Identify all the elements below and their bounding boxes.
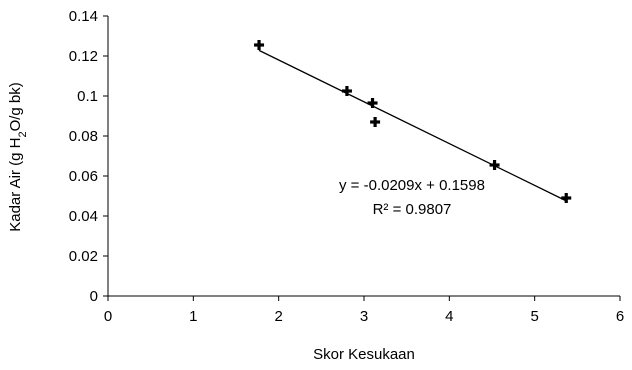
- x-tick-label: 2: [274, 308, 282, 325]
- y-tick-label: 0.1: [77, 88, 98, 105]
- data-point: [254, 40, 264, 50]
- y-tick-label: 0.12: [69, 48, 98, 65]
- x-tick-label: 5: [530, 308, 538, 325]
- data-point: [368, 98, 378, 108]
- x-tick-label: 1: [189, 308, 197, 325]
- data-point-v: [371, 98, 374, 108]
- y-tick-label: 0.08: [69, 128, 98, 145]
- data-point: [561, 193, 571, 203]
- y-axis-title-part-1: Kadar Air (g H: [7, 138, 24, 232]
- data-point-v: [493, 160, 496, 170]
- x-tick-label: 3: [360, 308, 368, 325]
- y-axis-title-part-2: O/g bk): [7, 82, 24, 131]
- y-tick-label: 0.06: [69, 168, 98, 185]
- y-tick-label: 0.04: [69, 208, 98, 225]
- data-point-v: [345, 86, 348, 96]
- data-point: [370, 117, 380, 127]
- x-tick-label: 6: [616, 308, 624, 325]
- y-tick-label: 0.14: [69, 8, 98, 25]
- data-point-v: [373, 117, 376, 127]
- data-point: [490, 160, 500, 170]
- x-axis-title: Skor Kesukaan: [313, 346, 415, 363]
- x-tick-label: 0: [104, 308, 112, 325]
- data-point-v: [257, 40, 260, 50]
- y-axis-title: Kadar Air (g H2O/g bk): [7, 82, 29, 232]
- y-tick-label: 0: [90, 288, 98, 305]
- r-squared-label: R² = 0.9807: [373, 201, 452, 218]
- y-tick-label: 0.02: [69, 248, 98, 265]
- x-tick-label: 4: [445, 308, 453, 325]
- trend-equation-label: y = -0.0209x + 0.1598: [339, 177, 485, 194]
- data-point-v: [565, 193, 568, 203]
